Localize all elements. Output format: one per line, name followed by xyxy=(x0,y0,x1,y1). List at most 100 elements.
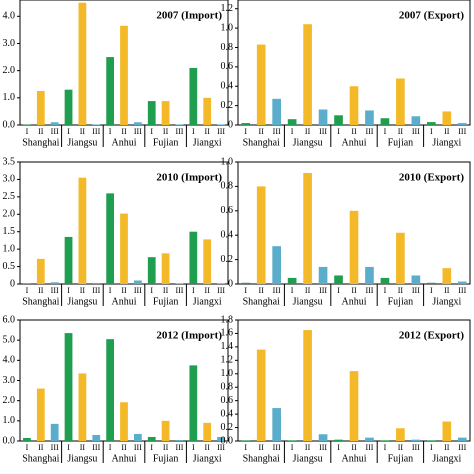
x-tick-label: I xyxy=(430,286,433,295)
group-label: Anhui xyxy=(112,453,137,464)
bar xyxy=(161,253,170,284)
y-tick-label: 0.8 xyxy=(221,382,234,393)
bar xyxy=(189,231,198,284)
x-tick-label: I xyxy=(192,127,195,136)
group-label: Anhui xyxy=(112,296,137,307)
x-tick-label: III xyxy=(217,127,225,136)
x-tick-label: III xyxy=(134,127,142,136)
bar xyxy=(411,439,421,441)
bar xyxy=(175,283,184,284)
x-tick-label: I xyxy=(150,286,153,295)
y-tick-label: 1.6 xyxy=(221,328,234,339)
y-tick-label: 4.0 xyxy=(3,11,16,22)
x-tick-label: III xyxy=(365,127,373,136)
x-tick-label: I xyxy=(337,443,340,452)
x-tick-label: II xyxy=(205,127,211,136)
x-tick-label: II xyxy=(398,443,404,452)
group-label: Fujian xyxy=(388,137,414,148)
bar xyxy=(23,124,31,125)
y-tick-label: 0.0 xyxy=(3,435,16,446)
x-tick-label: I xyxy=(26,286,29,295)
x-tick-label: II xyxy=(305,286,311,295)
y-tick-label: 0.0 xyxy=(3,119,16,130)
x-tick-label: III xyxy=(217,286,225,295)
x-tick-label: II xyxy=(38,286,44,295)
x-tick-label: II xyxy=(205,443,211,452)
y-tick-label: 1.8 xyxy=(221,314,234,325)
bar xyxy=(147,101,156,125)
x-tick-label: II xyxy=(259,127,265,136)
group-label: Fujian xyxy=(153,296,179,307)
bar xyxy=(287,119,297,125)
y-tick-label: 0.0 xyxy=(221,435,234,446)
x-tick-label: III xyxy=(273,127,281,136)
bar xyxy=(23,437,31,441)
x-tick-label: I xyxy=(337,127,340,136)
bar xyxy=(349,371,359,441)
group-label: Jiangsu xyxy=(293,296,323,307)
bar xyxy=(272,246,281,284)
bar xyxy=(457,281,467,284)
y-tick-label: 0 xyxy=(228,119,233,130)
x-tick-label: II xyxy=(398,286,404,295)
bar xyxy=(133,122,142,125)
bar xyxy=(217,124,225,125)
bar xyxy=(442,421,452,441)
group-label: Jiangxi xyxy=(193,453,222,464)
x-tick-label: I xyxy=(26,127,29,136)
x-tick-label: III xyxy=(92,286,100,295)
x-tick-label: II xyxy=(163,286,169,295)
x-tick-label: I xyxy=(109,127,112,136)
bar xyxy=(78,2,87,125)
x-tick-label: III xyxy=(217,443,225,452)
bar xyxy=(380,118,390,125)
bar xyxy=(241,123,251,125)
group-label: Jiangsu xyxy=(293,453,323,464)
bar xyxy=(272,408,281,441)
y-tick-label: 0.8 xyxy=(221,42,234,53)
bar xyxy=(78,373,87,441)
x-tick-label: I xyxy=(384,443,387,452)
y-tick-label: 0.6 xyxy=(221,61,234,72)
group-label: Shanghai xyxy=(243,137,280,148)
x-tick-label: I xyxy=(244,127,247,136)
bar xyxy=(442,268,452,284)
y-tick-label: 0.5 xyxy=(3,261,16,272)
group-label: Shanghai xyxy=(22,137,59,148)
bar xyxy=(64,333,73,441)
x-tick-label: III xyxy=(51,443,59,452)
x-tick-label: II xyxy=(121,286,127,295)
bar xyxy=(175,439,184,441)
bar xyxy=(36,258,45,284)
y-tick-label: 1.5 xyxy=(3,226,16,237)
bar xyxy=(427,282,436,284)
bar xyxy=(380,277,390,284)
bar xyxy=(287,277,297,284)
y-tick-label: 1.0 xyxy=(221,22,234,33)
x-tick-label: I xyxy=(26,443,29,452)
bar xyxy=(241,440,251,441)
x-tick-label: III xyxy=(175,443,183,452)
x-tick-label: I xyxy=(291,443,294,452)
bar xyxy=(256,44,266,126)
x-tick-label: I xyxy=(384,286,387,295)
bar xyxy=(120,213,128,284)
x-tick-label: I xyxy=(109,443,112,452)
x-tick-label: II xyxy=(80,127,86,136)
x-tick-label: II xyxy=(398,127,404,136)
bar xyxy=(147,257,156,284)
x-tick-label: II xyxy=(38,127,44,136)
panel-title: 2010 (Export) xyxy=(399,172,464,184)
y-tick-label: 3.0 xyxy=(3,174,16,185)
x-tick-label: III xyxy=(412,286,420,295)
x-tick-label: II xyxy=(205,286,211,295)
bar xyxy=(120,25,128,126)
y-tick-label: 0.6 xyxy=(221,205,234,216)
y-tick-label: 3.0 xyxy=(3,375,16,386)
y-tick-label: 0.4 xyxy=(221,229,234,240)
bar xyxy=(303,330,312,441)
y-tick-label: 1.0 xyxy=(221,368,234,379)
y-tick-label: 0 xyxy=(10,278,15,289)
y-tick-label: 3.0 xyxy=(3,38,16,49)
bar xyxy=(64,89,73,125)
